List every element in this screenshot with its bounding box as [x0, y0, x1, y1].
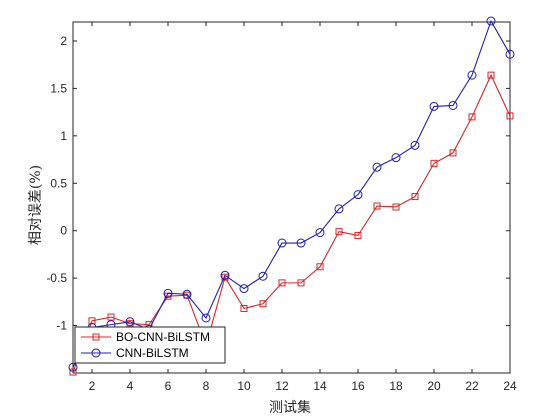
- x-tick-label: 16: [351, 379, 365, 393]
- data-point-circle: [125, 317, 135, 327]
- x-tick-label: 22: [465, 379, 479, 393]
- data-point-circle: [429, 101, 439, 111]
- data-point-circle: [315, 228, 325, 238]
- legend-entry: BO-CNN-BiLSTM: [81, 330, 210, 344]
- y-tick-label: 0: [60, 224, 67, 238]
- data-point-square: [69, 368, 77, 376]
- data-point-circle: [391, 153, 401, 163]
- data-point-square: [449, 149, 457, 157]
- data-point-circle: [486, 16, 496, 26]
- y-tick-label: 1: [60, 129, 67, 143]
- x-axis-label: 测试集: [269, 399, 311, 416]
- plot-area: [72, 21, 511, 374]
- y-tick-label: 1.5: [50, 81, 67, 95]
- legend-label: BO-CNN-BiLSTM: [116, 330, 210, 344]
- x-tick-label: 20: [427, 379, 441, 393]
- data-point-square: [316, 263, 324, 271]
- data-point-square: [430, 159, 438, 167]
- x-tick-label: 18: [389, 379, 403, 393]
- data-point-circle: [68, 362, 78, 372]
- legend-label: CNN-BiLSTM: [116, 346, 189, 360]
- data-point-square: [468, 113, 476, 121]
- data-point-circle: [258, 271, 268, 281]
- data-point-square: [373, 202, 381, 210]
- data-point-square: [297, 279, 305, 287]
- data-point-square: [392, 203, 400, 211]
- y-tick-label: -0.5: [46, 271, 67, 285]
- plot-frame: [72, 21, 511, 374]
- y-tick-label: 0.5: [50, 176, 67, 190]
- data-point-circle: [201, 313, 211, 323]
- y-axis-label: 相对误差(%): [28, 165, 44, 245]
- data-point-square: [335, 228, 343, 236]
- data-point-square: [354, 231, 362, 239]
- y-tick-label: 2: [60, 34, 67, 48]
- data-point-circle: [505, 49, 515, 59]
- data-point-circle: [277, 238, 287, 248]
- data-point-square: [259, 300, 267, 308]
- legend-marker-square: [92, 333, 100, 341]
- data-point-square: [278, 279, 286, 287]
- data-point-circle: [410, 140, 420, 150]
- x-tick-label: 24: [503, 379, 517, 393]
- x-axis-ticks: 2 4 6 8 10 12 14 16 18 20 22 24: [89, 22, 517, 393]
- x-tick-label: 2: [89, 379, 96, 393]
- data-point-square: [411, 193, 419, 201]
- x-tick-label: 14: [313, 379, 327, 393]
- data-point-circle: [334, 204, 344, 214]
- data-point-circle: [467, 70, 477, 80]
- y-tick-label: -1: [56, 319, 67, 333]
- data-point-square: [107, 313, 115, 321]
- data-point-square: [506, 112, 514, 120]
- data-point-circle: [372, 162, 382, 172]
- data-point-square: [240, 304, 248, 312]
- data-point-circle: [239, 284, 249, 294]
- x-tick-label: 8: [203, 379, 210, 393]
- data-point-circle: [448, 100, 458, 110]
- legend-box: [74, 326, 226, 364]
- data-point-circle: [182, 289, 192, 299]
- y-axis-ticks: -1 -0.5 0 0.5 1 1.5 2: [46, 34, 510, 333]
- legend-entry: CNN-BiLSTM: [81, 346, 189, 360]
- data-point-square: [487, 71, 495, 79]
- data-point-circle: [353, 190, 363, 200]
- legend: BO-CNN-BiLSTM CNN-BiLSTM: [74, 326, 226, 364]
- data-point-circle: [296, 238, 306, 248]
- x-tick-label: 12: [275, 379, 289, 393]
- data-point-circle: [163, 288, 173, 298]
- x-tick-label: 4: [127, 379, 134, 393]
- x-tick-label: 10: [237, 379, 251, 393]
- legend-marker-circle: [91, 348, 101, 358]
- data-point-circle: [220, 270, 230, 280]
- x-tick-label: 6: [165, 379, 172, 393]
